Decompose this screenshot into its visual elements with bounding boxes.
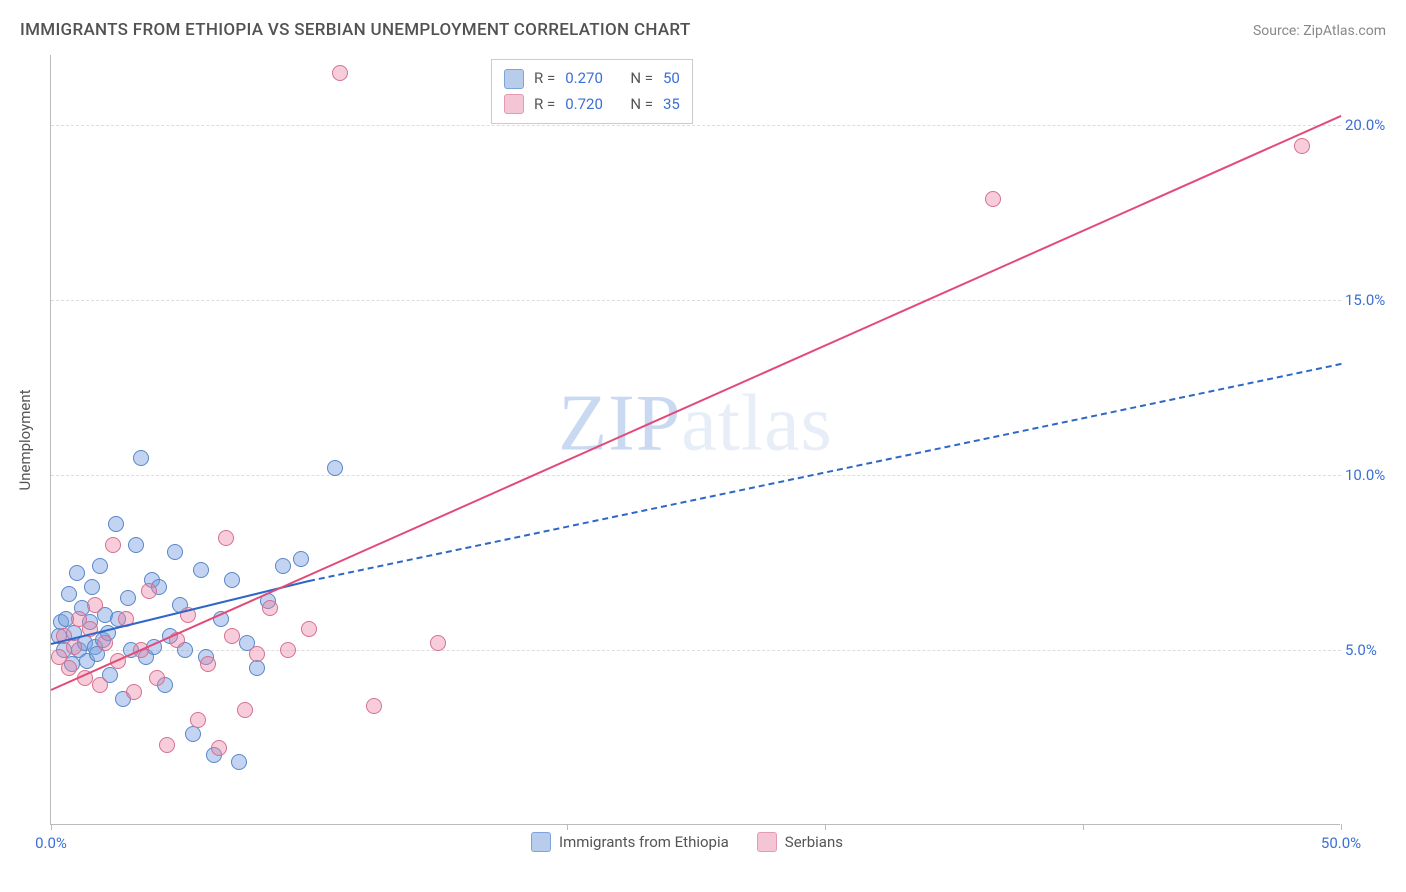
x-tick-mark bbox=[825, 824, 826, 830]
data-point-serbians bbox=[262, 600, 278, 616]
ethiopia-r-value: 0.270 bbox=[565, 66, 603, 92]
trendline bbox=[309, 363, 1341, 582]
x-tick-mark bbox=[1083, 824, 1084, 830]
data-point-serbians bbox=[105, 537, 121, 553]
data-point-ethiopia bbox=[231, 754, 247, 770]
serbians-n-value: 35 bbox=[663, 92, 680, 118]
data-point-serbians bbox=[87, 597, 103, 613]
data-point-serbians bbox=[224, 628, 240, 644]
data-point-ethiopia bbox=[128, 537, 144, 553]
data-point-ethiopia bbox=[84, 579, 100, 595]
ethiopia-n-value: 50 bbox=[663, 66, 680, 92]
data-point-ethiopia bbox=[61, 586, 77, 602]
y-tick-label: 10.0% bbox=[1345, 466, 1395, 484]
data-point-serbians bbox=[237, 702, 253, 718]
legend-label-ethiopia: Immigrants from Ethiopia bbox=[559, 833, 729, 851]
gridline bbox=[51, 475, 1341, 476]
data-point-serbians bbox=[97, 635, 113, 651]
data-point-ethiopia bbox=[167, 544, 183, 560]
data-point-serbians bbox=[301, 621, 317, 637]
data-point-serbians bbox=[430, 635, 446, 651]
y-tick-label: 15.0% bbox=[1345, 291, 1395, 309]
series-legend: Immigrants from Ethiopia Serbians bbox=[531, 832, 843, 852]
data-point-ethiopia bbox=[108, 516, 124, 532]
correlation-legend: R = 0.270 N = 50 R = 0.720 N = 35 bbox=[491, 59, 693, 124]
data-point-serbians bbox=[218, 530, 234, 546]
legend-item-serbians: Serbians bbox=[757, 832, 843, 852]
data-point-serbians bbox=[141, 583, 157, 599]
n-label: N = bbox=[630, 92, 653, 118]
header: IMMIGRANTS FROM ETHIOPIA VS SERBIAN UNEM… bbox=[20, 20, 1386, 40]
r-label: R = bbox=[534, 66, 555, 92]
x-tick-mark bbox=[51, 824, 52, 830]
y-tick-label: 20.0% bbox=[1345, 116, 1395, 134]
legend-label-serbians: Serbians bbox=[785, 833, 843, 851]
source-prefix: Source: bbox=[1253, 23, 1303, 39]
legend-item-ethiopia: Immigrants from Ethiopia bbox=[531, 832, 729, 852]
data-point-serbians bbox=[332, 65, 348, 81]
data-point-ethiopia bbox=[69, 565, 85, 581]
serbians-swatch-icon bbox=[504, 94, 524, 114]
data-point-serbians bbox=[92, 677, 108, 693]
ethiopia-swatch-icon bbox=[504, 69, 524, 89]
data-point-serbians bbox=[366, 698, 382, 714]
x-tick-label: 0.0% bbox=[35, 834, 67, 852]
x-tick-mark bbox=[1341, 824, 1342, 830]
n-label: N = bbox=[630, 66, 653, 92]
correlation-row-ethiopia: R = 0.270 N = 50 bbox=[504, 66, 680, 92]
chart-title: IMMIGRANTS FROM ETHIOPIA VS SERBIAN UNEM… bbox=[20, 20, 691, 40]
gridline bbox=[51, 125, 1341, 126]
data-point-serbians bbox=[200, 656, 216, 672]
data-point-ethiopia bbox=[92, 558, 108, 574]
x-tick-label: 50.0% bbox=[1321, 834, 1361, 852]
y-axis-label: Unemployment bbox=[16, 389, 34, 490]
data-point-serbians bbox=[190, 712, 206, 728]
data-point-serbians bbox=[126, 684, 142, 700]
data-point-ethiopia bbox=[249, 660, 265, 676]
watermark-atlas: atlas bbox=[681, 380, 833, 468]
data-point-ethiopia bbox=[133, 450, 149, 466]
data-point-serbians bbox=[159, 737, 175, 753]
data-point-serbians bbox=[61, 660, 77, 676]
data-point-serbians bbox=[249, 646, 265, 662]
serbians-r-value: 0.720 bbox=[565, 92, 603, 118]
data-point-serbians bbox=[211, 740, 227, 756]
source-name: ZipAtlas.com bbox=[1303, 23, 1386, 39]
data-point-serbians bbox=[66, 639, 82, 655]
serbians-swatch-icon bbox=[757, 832, 777, 852]
plot-region: ZIPatlas R = 0.270 N = 50 R = 0.720 N = … bbox=[50, 55, 1340, 825]
data-point-serbians bbox=[1294, 138, 1310, 154]
data-point-serbians bbox=[280, 642, 296, 658]
data-point-serbians bbox=[149, 670, 165, 686]
data-point-ethiopia bbox=[185, 726, 201, 742]
data-point-ethiopia bbox=[193, 562, 209, 578]
data-point-ethiopia bbox=[120, 590, 136, 606]
source-label: Source: ZipAtlas.com bbox=[1253, 23, 1386, 39]
data-point-ethiopia bbox=[275, 558, 291, 574]
x-tick-mark bbox=[567, 824, 568, 830]
correlation-row-serbians: R = 0.720 N = 35 bbox=[504, 92, 680, 118]
r-label: R = bbox=[534, 92, 555, 118]
watermark: ZIPatlas bbox=[558, 379, 833, 470]
data-point-serbians bbox=[985, 191, 1001, 207]
data-point-ethiopia bbox=[327, 460, 343, 476]
gridline bbox=[51, 300, 1341, 301]
ethiopia-swatch-icon bbox=[531, 832, 551, 852]
data-point-ethiopia bbox=[224, 572, 240, 588]
chart-area: Unemployment ZIPatlas R = 0.270 N = 50 R… bbox=[50, 55, 1340, 825]
data-point-ethiopia bbox=[293, 551, 309, 567]
y-tick-label: 5.0% bbox=[1345, 641, 1395, 659]
